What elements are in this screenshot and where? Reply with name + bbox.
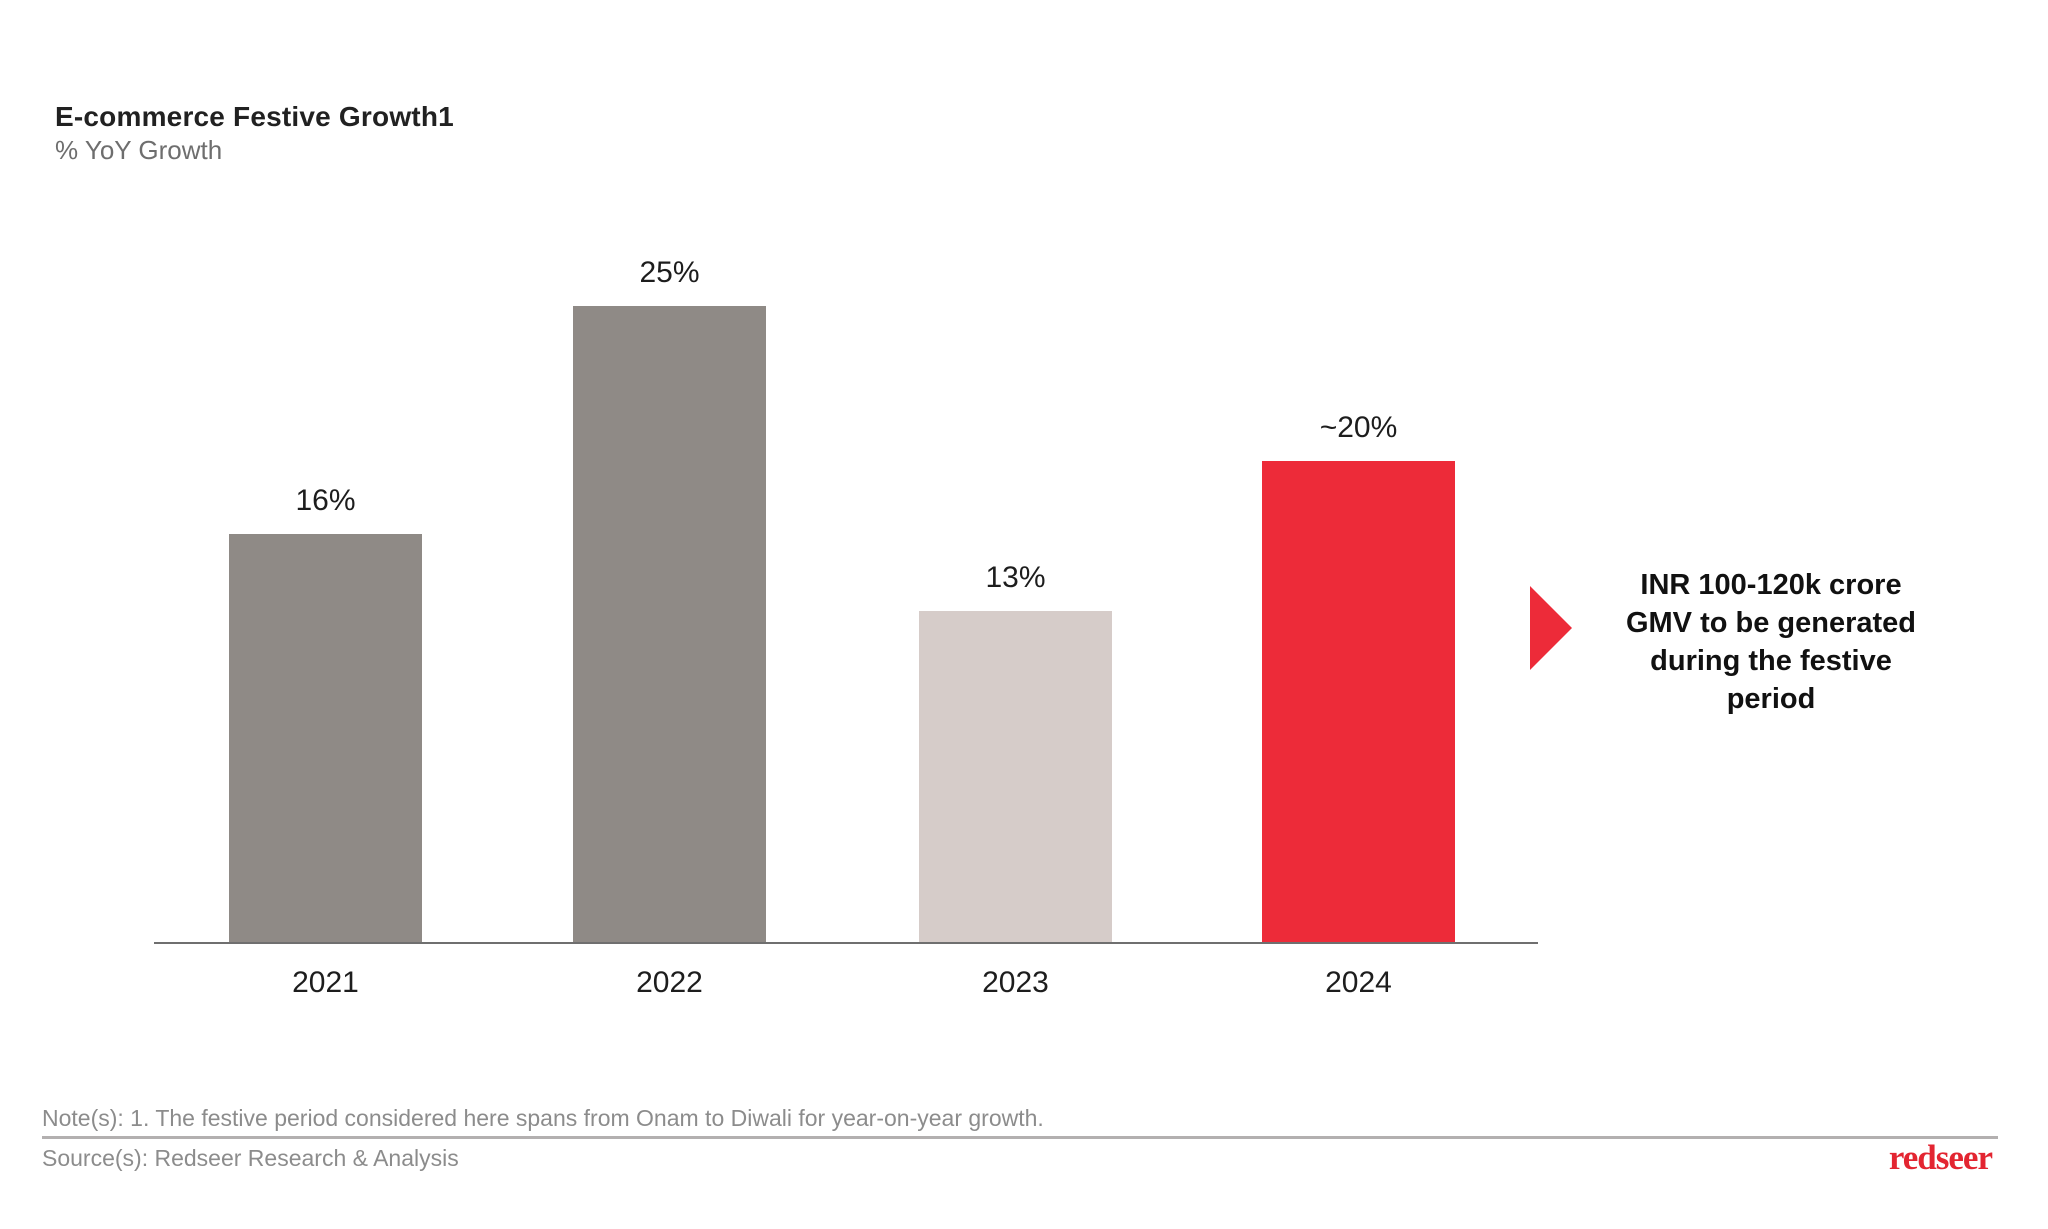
x-axis-label-2022: 2022	[636, 966, 703, 999]
bar-value-label-2022: 25%	[639, 256, 700, 289]
bar-value-label-2021: 16%	[295, 484, 356, 517]
bar-value-label-2023: 13%	[985, 561, 1046, 594]
bar-2023	[919, 611, 1112, 944]
bar-2022	[573, 306, 766, 944]
x-axis-label-2021: 2021	[292, 966, 359, 999]
bar-value-label-2024: ~20%	[1319, 411, 1398, 444]
annotation-line: INR 100-120k crore	[1640, 569, 1902, 601]
chart-title: E-commerce Festive Growth1	[55, 101, 454, 132]
annotation-text: INR 100-120k crore GMV to be generated d…	[1596, 566, 1946, 718]
annotation-line: period	[1726, 683, 1816, 715]
note-text: Note(s): 1. The festive period considere…	[42, 1105, 1044, 1131]
bar-2021	[229, 534, 422, 944]
footer-divider	[42, 1136, 1998, 1139]
x-axis-label-2024: 2024	[1325, 966, 1392, 999]
x-axis-label-2023: 2023	[982, 966, 1049, 999]
redseer-logo: redseer	[1888, 1138, 1993, 1177]
x-axis-line	[154, 942, 1538, 944]
bar-2024	[1262, 461, 1455, 944]
chart-subtitle: % YoY Growth	[55, 135, 223, 165]
chart-header: E-commerce Festive Growth1 % YoY Growth	[55, 100, 454, 166]
source-text: Source(s): Redseer Research & Analysis	[42, 1145, 459, 1171]
arrow-right-icon	[1530, 586, 1572, 670]
annotation-line: GMV to be generated	[1625, 607, 1917, 639]
annotation-line: during the festive	[1650, 645, 1892, 677]
